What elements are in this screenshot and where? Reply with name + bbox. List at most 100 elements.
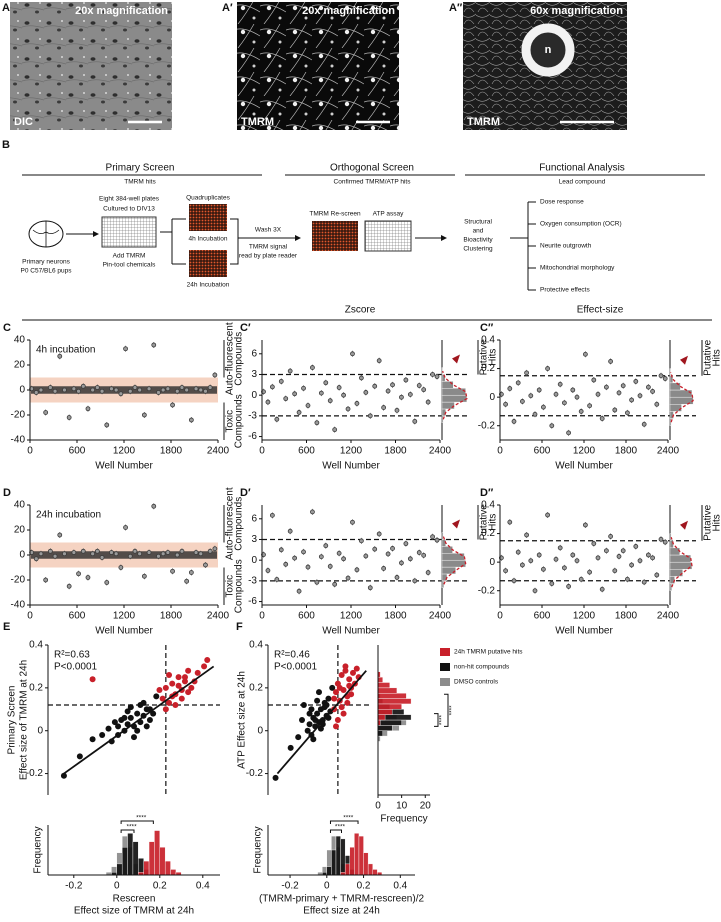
point (162, 706, 169, 713)
y-tick-label: 0.2 (249, 682, 263, 693)
point (372, 383, 378, 389)
point (62, 551, 67, 557)
panel-label: C′ (240, 322, 251, 334)
x-tick-label: 1200 (340, 611, 363, 622)
point (308, 706, 315, 713)
hist-bar (377, 725, 393, 731)
y-tick-label: 40 (14, 335, 26, 346)
x-tick-label: 1200 (113, 446, 136, 457)
y-tick-label: 0 (257, 725, 263, 736)
point (403, 541, 409, 547)
point (299, 717, 305, 723)
point (662, 376, 668, 381)
density-curve (669, 371, 694, 423)
point (583, 351, 588, 357)
y-tick-label: 0 (251, 390, 257, 401)
point (174, 388, 180, 394)
point (185, 667, 192, 674)
point (212, 372, 218, 378)
step-text: TMRM Re-screen (309, 211, 361, 218)
point (272, 774, 279, 781)
y-tick-label: 6 (251, 348, 257, 359)
point (545, 512, 550, 518)
point (346, 682, 353, 689)
point (274, 577, 280, 582)
hist-bar (377, 719, 402, 726)
point (574, 558, 580, 564)
point (350, 519, 355, 525)
stain: DIC (14, 116, 33, 128)
point (625, 410, 630, 416)
point (350, 351, 355, 357)
point (345, 406, 351, 412)
sig-bracket (120, 820, 154, 833)
x-tick-label: 10 (396, 801, 408, 812)
point (179, 385, 185, 390)
y-tick-label: 3 (251, 534, 257, 545)
point (104, 580, 110, 585)
point (430, 372, 435, 377)
point (137, 551, 143, 557)
point (127, 388, 133, 394)
y-tick-label: 0.4 (249, 640, 263, 651)
point (587, 569, 592, 575)
point (278, 378, 284, 384)
point (434, 374, 440, 379)
outcome: Neurite outgrowth (540, 243, 592, 250)
point (185, 689, 192, 696)
point (604, 548, 609, 554)
point (118, 565, 124, 570)
annotation: 4h incubation (36, 345, 96, 356)
hist-bar (335, 835, 341, 876)
hist-bar (441, 374, 446, 382)
y-axis-label: Effect size of TMRM at 24h (19, 660, 30, 780)
point (165, 386, 171, 392)
point (174, 552, 180, 558)
point (599, 586, 605, 592)
hist-bar (372, 869, 378, 876)
hist-bar (377, 698, 412, 705)
point (118, 391, 124, 397)
hist-bar (669, 547, 681, 556)
point (305, 403, 311, 408)
point (104, 422, 110, 428)
point (327, 398, 333, 404)
y-tick-label: 0.2 (29, 682, 43, 693)
legend-label: DMSO controls (454, 679, 499, 686)
point (641, 421, 647, 427)
point (345, 575, 351, 581)
significance: **** (126, 824, 137, 831)
point (287, 368, 293, 374)
x-axis-label: Rescreen (113, 894, 156, 905)
point (570, 552, 576, 558)
point (76, 388, 81, 394)
x-tick-label: 0.4 (393, 881, 407, 892)
y-tick-label: -40 (11, 435, 26, 446)
hist-bar (441, 532, 444, 540)
point (367, 413, 373, 419)
panel-label: F (236, 621, 243, 633)
point (127, 704, 134, 711)
hits-label: Putative (703, 504, 714, 541)
point (358, 375, 364, 381)
x-tick-label: 2400 (429, 611, 452, 622)
point (430, 534, 435, 540)
x-tick-label: 0 (324, 881, 330, 892)
point (170, 568, 175, 574)
hist-bar (344, 863, 350, 876)
y-tick-label: 20 (14, 525, 26, 536)
point (641, 579, 647, 585)
point (390, 546, 395, 551)
point (184, 387, 190, 393)
point (166, 672, 173, 678)
point (342, 663, 349, 670)
stage-title: Primary Screen (106, 163, 175, 174)
y-tick-label: 0 (251, 555, 257, 566)
x-tick-label: 1800 (160, 611, 183, 622)
hit-arrow (452, 519, 460, 529)
point (166, 699, 173, 706)
magnification: 60x magnification (530, 5, 623, 17)
point (515, 380, 521, 386)
density-curve (442, 370, 468, 420)
